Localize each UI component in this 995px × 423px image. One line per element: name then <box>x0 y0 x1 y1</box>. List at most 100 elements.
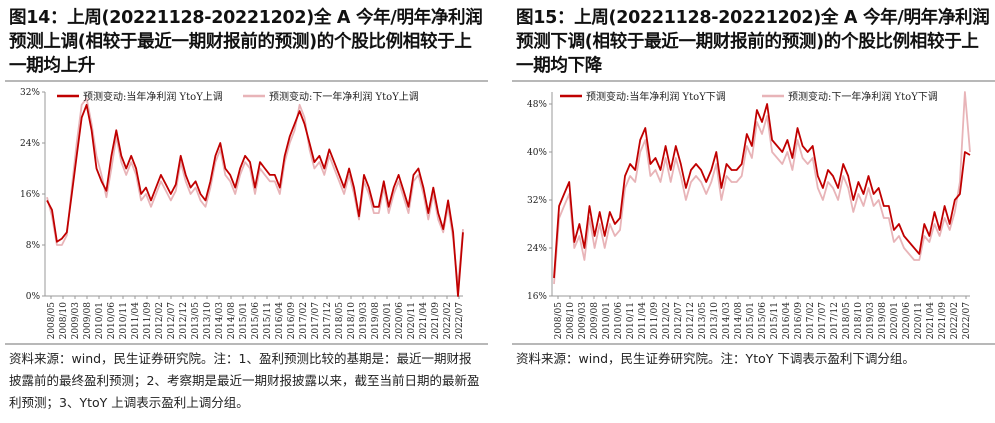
x-tick-label: 2022/07 <box>455 302 465 340</box>
x-tick-label: 2010/01 <box>95 302 105 339</box>
x-tick-label: 2008/05 <box>554 302 564 340</box>
x-tick-label: 2019/03 <box>866 302 876 340</box>
x-tick-label: 2008/10 <box>59 302 69 340</box>
x-tick-label: 2019/08 <box>878 302 888 340</box>
legend-label: 预测变动:下一年净利润 YtoY上调 <box>269 90 419 103</box>
x-tick-label: 2020/06 <box>902 302 912 340</box>
x-tick-label: 2019/03 <box>359 302 369 340</box>
series-line-this-year <box>46 103 464 297</box>
x-tick-label: 2015/06 <box>758 302 768 340</box>
x-tick-label: 2020/06 <box>395 302 405 340</box>
series-line-this-year <box>553 103 971 279</box>
x-tick-label: 2010/11 <box>119 302 129 339</box>
y-tick-label: 0% <box>26 292 41 302</box>
x-tick-label: 2019/08 <box>371 302 381 340</box>
figure-15-panel: 图15：上周(20221128-20221202)全 A 今年/明年净利润预测下… <box>512 0 995 423</box>
x-tick-label: 2021/04 <box>419 302 429 340</box>
x-tick-label: 2016/09 <box>287 302 297 340</box>
y-tick-label: 16% <box>20 190 40 200</box>
y-tick-label: 32% <box>527 196 547 206</box>
x-tick-label: 2022/02 <box>950 302 960 339</box>
x-tick-label: 2014/03 <box>722 302 732 340</box>
x-tick-label: 2022/02 <box>443 302 453 339</box>
x-tick-label: 2012/07 <box>674 302 684 340</box>
legend-label: 预测变动:当年净利润 YtoY上调 <box>83 90 223 103</box>
x-tick-label: 2017/12 <box>323 302 333 339</box>
figure-14-chart: 0% 8% 16% 24% 32% 2008/05 2008/10 2009/03 2009/0… <box>20 88 465 340</box>
y-tick-label: 24% <box>20 139 40 149</box>
y-tick-label: 16% <box>527 292 547 302</box>
series-line-next-year <box>46 97 464 288</box>
x-tick-label: 2013/05 <box>191 302 201 340</box>
x-tick-label: 2008/10 <box>566 302 576 340</box>
x-tick-label: 2014/08 <box>227 302 237 340</box>
x-tick-label: 2012/02 <box>662 302 672 339</box>
x-tick-label: 2009/08 <box>83 302 93 340</box>
x-tick-label: 2009/08 <box>590 302 600 340</box>
x-tick-label: 2017/07 <box>311 302 321 340</box>
x-tick-label: 2010/06 <box>614 302 624 340</box>
x-tick-label: 2016/09 <box>794 302 804 340</box>
legend-label: 预测变动:当年净利润 YtoY下调 <box>586 90 726 103</box>
x-tick-label: 2009/03 <box>71 302 81 340</box>
x-tick-label: 2020/11 <box>407 302 417 339</box>
note-divider <box>5 343 488 345</box>
x-tick-label: 2015/01 <box>746 302 756 339</box>
x-tick-label: 2020/11 <box>914 302 924 339</box>
y-tick-label: 40% <box>527 148 547 158</box>
figure-15-source-note: 资料来源：wind，民生证券研究院。注：YtoY 下调表示盈利下调分组。 <box>516 351 915 366</box>
x-tick-label: 2020/01 <box>383 302 393 339</box>
x-tick-label: 2008/05 <box>47 302 57 340</box>
legend-label: 预测变动:下一年净利润 YtoY下调 <box>788 90 938 103</box>
title-divider <box>512 80 995 82</box>
x-tick-label: 2018/10 <box>347 302 357 340</box>
title-divider <box>5 80 488 82</box>
x-tick-label: 2012/12 <box>686 302 696 339</box>
y-tick-label: 8% <box>26 241 41 251</box>
x-tick-label: 2014/03 <box>215 302 225 340</box>
x-tick-label: 2011/04 <box>131 302 141 340</box>
figure-14-source-note: 资料来源：wind，民生证券研究院。注：1、盈利预测比较的基期是：最近一期财报披… <box>9 351 480 410</box>
x-tick-label: 2015/11 <box>770 302 780 339</box>
x-tick-label: 2011/09 <box>143 302 153 340</box>
x-tick-label: 2012/12 <box>179 302 189 339</box>
series-line-next-year <box>553 91 971 285</box>
figure-14-panel: 图14：上周(20221128-20221202)全 A 今年/明年净利润预测上… <box>5 0 488 423</box>
x-tick-label: 2015/01 <box>239 302 249 339</box>
x-tick-label: 2011/09 <box>650 302 660 340</box>
x-tick-label: 2015/11 <box>263 302 273 339</box>
figure-15-title: 图15：上周(20221128-20221202)全 A 今年/明年净利润预测下… <box>516 8 990 76</box>
x-tick-label: 2018/05 <box>335 302 345 340</box>
x-tick-label: 2016/04 <box>782 302 792 340</box>
x-tick-label: 2016/04 <box>275 302 285 340</box>
x-tick-label: 2009/03 <box>578 302 588 340</box>
figure-15-chart: 16% 24% 32% 40% 48% 2008/05 2008/10 2009/03 2009… <box>527 90 972 340</box>
note-divider <box>512 343 995 345</box>
x-tick-label: 2021/09 <box>431 302 441 340</box>
x-tick-label: 2021/04 <box>926 302 936 340</box>
x-tick-label: 2012/07 <box>167 302 177 340</box>
x-tick-label: 2010/06 <box>107 302 117 340</box>
x-tick-label: 2013/05 <box>698 302 708 340</box>
x-tick-label: 2013/10 <box>710 302 720 340</box>
x-tick-label: 2015/06 <box>251 302 261 340</box>
x-tick-label: 2014/08 <box>734 302 744 340</box>
x-tick-label: 2022/07 <box>962 302 972 340</box>
x-tick-label: 2018/10 <box>854 302 864 340</box>
y-tick-label: 24% <box>527 244 547 254</box>
x-tick-label: 2010/11 <box>626 302 636 339</box>
x-tick-label: 2012/02 <box>155 302 165 339</box>
x-tick-label: 2017/12 <box>830 302 840 339</box>
x-tick-label: 2017/02 <box>806 302 816 339</box>
y-tick-label: 32% <box>20 88 40 98</box>
y-tick-label: 48% <box>527 100 547 110</box>
x-tick-label: 2021/09 <box>938 302 948 340</box>
x-tick-label: 2013/10 <box>203 302 213 340</box>
figure-14-title: 图14：上周(20221128-20221202)全 A 今年/明年净利润预测上… <box>9 8 483 76</box>
x-tick-label: 2020/01 <box>890 302 900 339</box>
x-tick-label: 2010/01 <box>602 302 612 339</box>
x-tick-label: 2018/05 <box>842 302 852 340</box>
x-tick-label: 2017/07 <box>818 302 828 340</box>
x-tick-label: 2017/02 <box>299 302 309 339</box>
x-tick-label: 2011/04 <box>638 302 648 340</box>
